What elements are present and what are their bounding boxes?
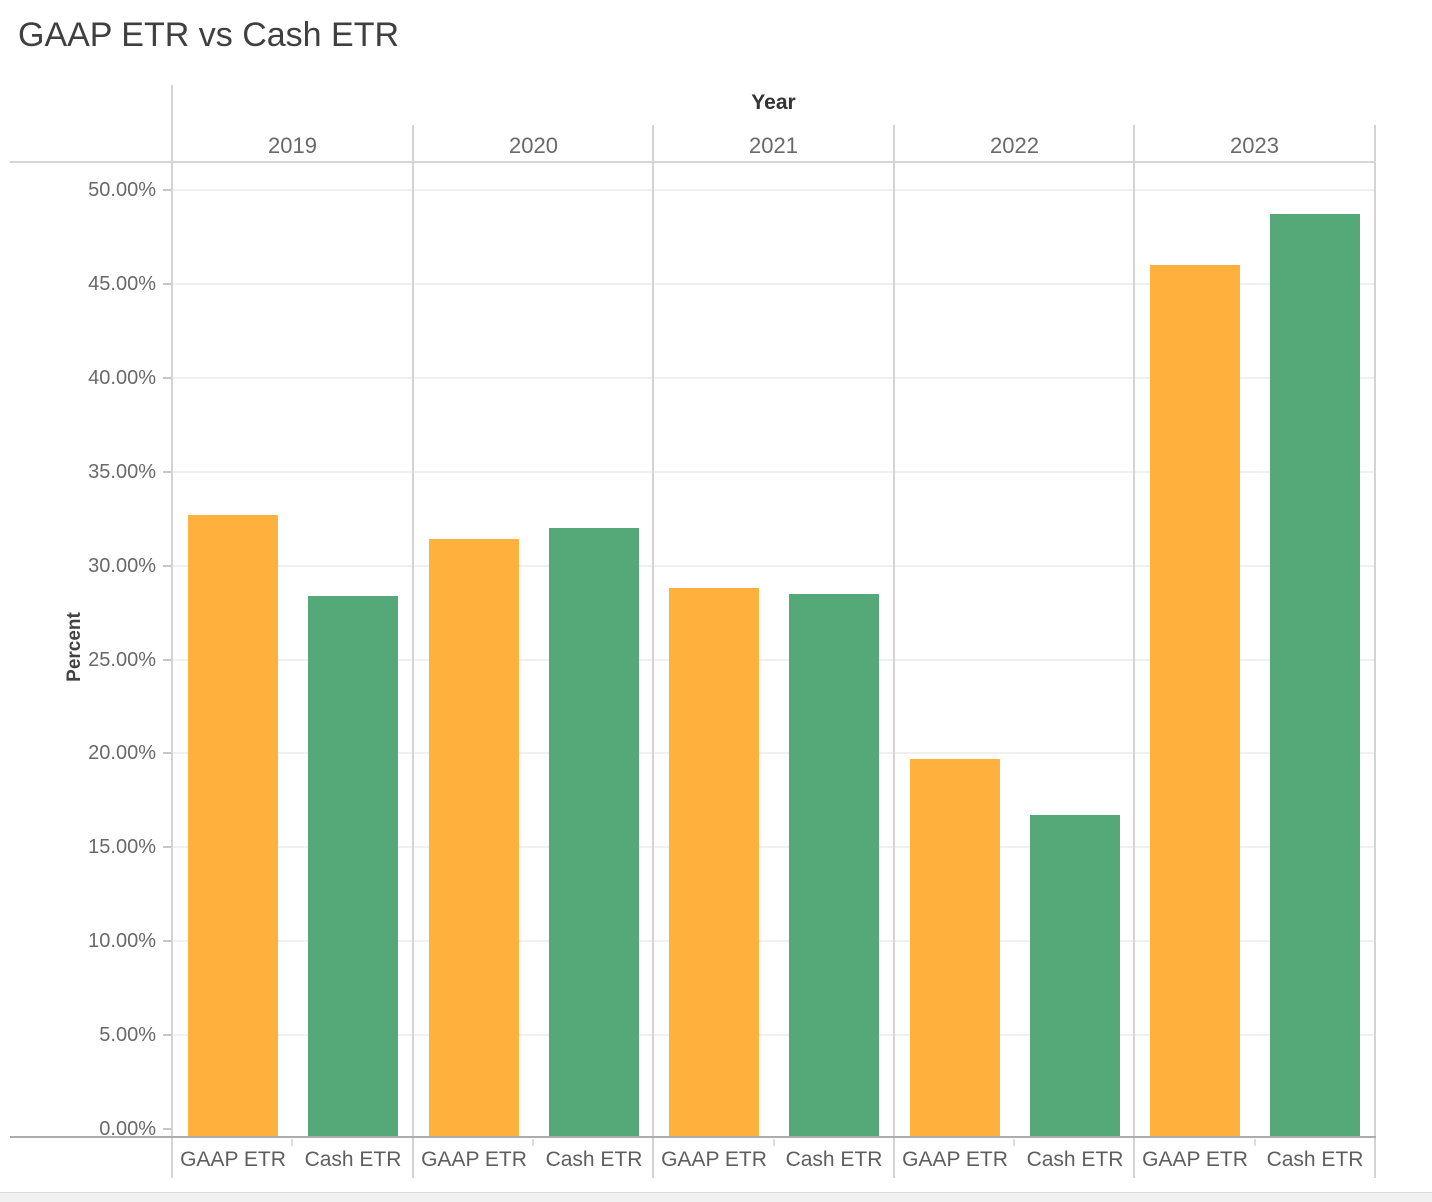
y-tick-mark-45pct: [163, 283, 171, 285]
chart-title: GAAP ETR vs Cash ETR: [18, 16, 400, 54]
pane-divider: [652, 125, 654, 1178]
y-tick-mark-15pct: [163, 846, 171, 848]
y-tick-label-45pct: 45.00%: [88, 273, 156, 295]
y-tick-mark-35pct: [163, 471, 171, 473]
year-header-2021[interactable]: 2021: [749, 133, 798, 158]
gridline-40pct: [173, 377, 1374, 379]
y-tick-label-50pct: 50.00%: [88, 179, 156, 201]
year-header-2023[interactable]: 2023: [1230, 133, 1279, 158]
y-tick-label-40pct: 40.00%: [88, 367, 156, 389]
y-tick-mark-25pct: [163, 659, 171, 661]
y-tick-label-30pct: 30.00%: [88, 555, 156, 577]
category-separator-tick: [1013, 1139, 1015, 1146]
bar-cash-etr-2020[interactable]: [549, 528, 639, 1138]
category-label-cash-etr-2023[interactable]: Cash ETR: [1266, 1148, 1364, 1171]
y-tick-mark-10pct: [163, 940, 171, 942]
category-separator-tick: [291, 1139, 293, 1146]
y-tick-mark-20pct: [163, 752, 171, 754]
gridline-30pct: [173, 565, 1374, 567]
category-label-cash-etr-2022[interactable]: Cash ETR: [1026, 1148, 1124, 1171]
plot-left-border: [171, 85, 173, 1178]
category-label-cash-etr-2020[interactable]: Cash ETR: [545, 1148, 643, 1171]
y-tick-mark-0pct: [163, 1128, 171, 1130]
y-tick-mark-50pct: [163, 189, 171, 191]
category-separator-tick: [1254, 1139, 1256, 1146]
bar-cash-etr-2021[interactable]: [789, 594, 879, 1138]
year-header-2020[interactable]: 2020: [509, 133, 558, 158]
category-label-cash-etr-2019[interactable]: Cash ETR: [304, 1148, 402, 1171]
bar-cash-etr-2022[interactable]: [1030, 815, 1120, 1138]
y-tick-label-5pct: 5.00%: [99, 1024, 156, 1046]
gridline-50pct: [173, 189, 1374, 191]
bar-gaap-etr-2023[interactable]: [1150, 265, 1240, 1138]
category-separator-tick: [532, 1139, 534, 1146]
gridline-45pct: [173, 283, 1374, 285]
x-axis-line: [10, 1136, 1376, 1138]
bar-gaap-etr-2020[interactable]: [429, 539, 519, 1138]
y-tick-mark-5pct: [163, 1034, 171, 1036]
year-header-2022[interactable]: 2022: [990, 133, 1039, 158]
gridline-5pct: [173, 1034, 1374, 1036]
horizontal-scrollbar[interactable]: [0, 1192, 1432, 1202]
y-tick-label-0pct: 0.00%: [99, 1118, 156, 1140]
pane-divider: [893, 125, 895, 1178]
header-separator-line: [10, 161, 1376, 163]
gridline-10pct: [173, 940, 1374, 942]
y-tick-mark-40pct: [163, 377, 171, 379]
y-tick-label-10pct: 10.00%: [88, 930, 156, 952]
y-tick-label-35pct: 35.00%: [88, 461, 156, 483]
bar-gaap-etr-2021[interactable]: [669, 588, 759, 1138]
gridline-20pct: [173, 752, 1374, 754]
category-label-gaap-etr-2019[interactable]: GAAP ETR: [180, 1148, 286, 1171]
gridline-15pct: [173, 846, 1374, 848]
category-label-gaap-etr-2023[interactable]: GAAP ETR: [1142, 1148, 1248, 1171]
x-axis-title: Year: [751, 91, 796, 114]
category-label-gaap-etr-2020[interactable]: GAAP ETR: [421, 1148, 527, 1171]
year-header-2019[interactable]: 2019: [268, 133, 317, 158]
category-label-gaap-etr-2022[interactable]: GAAP ETR: [902, 1148, 1008, 1171]
bar-cash-etr-2023[interactable]: [1270, 214, 1360, 1138]
y-tick-label-25pct: 25.00%: [88, 649, 156, 671]
category-label-gaap-etr-2021[interactable]: GAAP ETR: [661, 1148, 767, 1171]
pane-divider: [412, 125, 414, 1178]
plot-right-border: [1374, 125, 1376, 1178]
gridline-25pct: [173, 659, 1374, 661]
bar-gaap-etr-2022[interactable]: [910, 759, 1000, 1138]
gridline-35pct: [173, 471, 1374, 473]
bar-cash-etr-2019[interactable]: [308, 596, 398, 1138]
y-tick-mark-30pct: [163, 565, 171, 567]
category-separator-tick: [773, 1139, 775, 1146]
pane-divider: [1133, 125, 1135, 1178]
category-label-cash-etr-2021[interactable]: Cash ETR: [785, 1148, 883, 1171]
y-tick-label-15pct: 15.00%: [88, 836, 156, 858]
y-axis-title: Percent: [64, 612, 85, 682]
y-tick-label-20pct: 20.00%: [88, 742, 156, 764]
bar-gaap-etr-2019[interactable]: [188, 515, 278, 1138]
